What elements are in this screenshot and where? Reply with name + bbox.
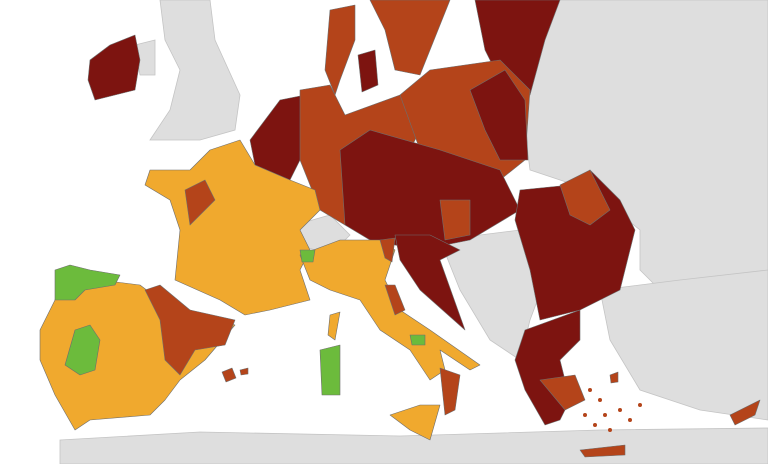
- region-zealand: [357, 49, 379, 93]
- region-aegean-island: [593, 423, 597, 427]
- region-hungary-region: [439, 199, 471, 241]
- region-mallorca: [221, 367, 237, 383]
- region-ireland: [87, 34, 141, 101]
- region-aegean-island: [583, 413, 587, 417]
- region-croatia-slovenia: [394, 234, 466, 331]
- region-marche: [384, 284, 406, 316]
- region-aragon-catalonia: [144, 284, 236, 376]
- region-aegean-island: [608, 428, 612, 432]
- region-italy-ne: [379, 237, 396, 263]
- map-regions: [39, 0, 768, 464]
- region-denmark: [324, 4, 356, 96]
- region-central-europe: [339, 129, 521, 251]
- region-crete: [579, 444, 626, 458]
- region-sardinia: [319, 344, 341, 396]
- region-aegean-island: [588, 388, 592, 392]
- region-cyprus: [729, 399, 761, 426]
- region-romania-ne: [559, 169, 611, 226]
- region-rhodes: [609, 371, 619, 384]
- region-corsica: [327, 311, 341, 341]
- region-sweden: [369, 0, 451, 76]
- region-pays-de-la-loire: [184, 179, 216, 226]
- region-greece-attica: [539, 374, 586, 411]
- region-extremadura: [64, 324, 101, 376]
- region-calabria: [439, 367, 461, 416]
- region-aegean-island: [638, 403, 642, 407]
- region-aegean-island: [598, 398, 602, 402]
- region-aosta: [299, 249, 316, 263]
- region-galicia-asturias: [54, 264, 121, 301]
- region-aegean-island: [628, 418, 632, 422]
- region-sicily: [389, 404, 441, 441]
- region-france: [144, 139, 321, 316]
- region-poland-east: [469, 69, 529, 161]
- region-menorca: [239, 367, 249, 376]
- region-uk: [149, 0, 241, 141]
- region-aegean-island: [603, 413, 607, 417]
- region-aegean-island: [618, 408, 622, 412]
- region-molise: [409, 334, 426, 346]
